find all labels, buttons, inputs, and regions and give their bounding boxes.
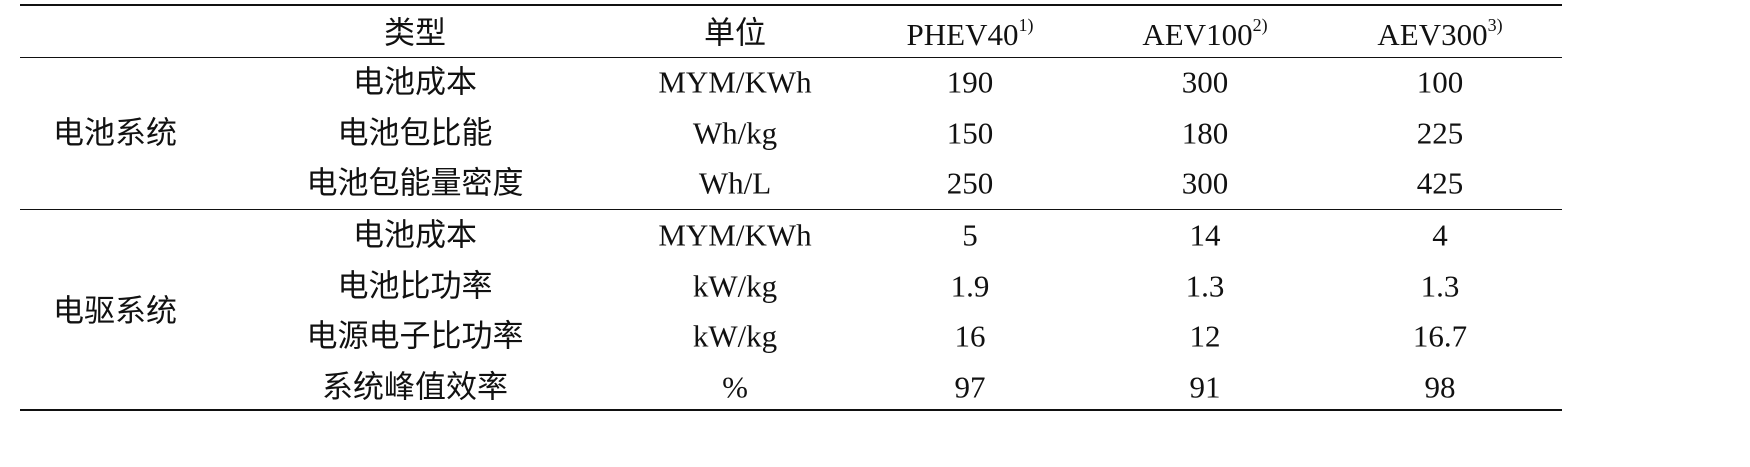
header-rule xyxy=(20,57,1562,58)
table-cell: 12 xyxy=(1189,318,1221,354)
table-cell: 16 xyxy=(954,318,986,354)
table-cell: 电池成本 xyxy=(353,64,477,100)
table-cell: 190 xyxy=(946,64,994,100)
table-cell: 98 xyxy=(1424,369,1456,404)
table-cell: 91 xyxy=(1189,369,1221,404)
table-cell: 5 xyxy=(962,217,978,253)
table-cell: 1.3 xyxy=(1185,268,1225,303)
table-cell: 250 xyxy=(946,165,994,201)
table-cell: 电池包能量密度 xyxy=(306,165,524,201)
table-cell: 180 xyxy=(1181,115,1229,150)
header-cell: PHEV401) xyxy=(907,16,1034,50)
table-cell: % xyxy=(722,369,748,404)
table-cell: 电池比功率 xyxy=(337,268,493,303)
top-rule xyxy=(20,4,1562,6)
table-cell: 300 xyxy=(1181,165,1229,201)
table-cell: kW/kg xyxy=(692,268,778,303)
table-cell: 150 xyxy=(946,115,994,150)
header-note: 2) xyxy=(1252,15,1268,35)
table-cell: 225 xyxy=(1416,115,1464,150)
table-cell: Wh/kg xyxy=(692,115,778,150)
table-cell: 16.7 xyxy=(1412,318,1468,354)
header-cell: 类型 xyxy=(384,18,446,49)
table-cell: 4 xyxy=(1432,217,1448,253)
table-cell: 1.3 xyxy=(1420,268,1460,303)
table-cell: MYM/KWh xyxy=(658,217,812,253)
group-label: 电驱系统 xyxy=(53,293,177,329)
header-text: 类型 xyxy=(384,15,446,51)
header-note: 3) xyxy=(1487,15,1503,35)
table-cell: 系统峰值效率 xyxy=(322,369,508,404)
bottom-rule xyxy=(20,409,1562,411)
group-rule xyxy=(20,209,1562,210)
table-cell: 电源电子比功率 xyxy=(306,318,524,354)
table-cell: MYM/KWh xyxy=(658,64,812,100)
table-cell: 14 xyxy=(1189,217,1221,253)
header-text: AEV100 xyxy=(1142,17,1253,52)
header-note: 1) xyxy=(1018,15,1034,35)
table-cell: 100 xyxy=(1416,64,1464,100)
table-cell: 电池包比能 xyxy=(337,115,493,150)
table-cell: Wh/L xyxy=(698,165,772,201)
table-cell: 425 xyxy=(1416,165,1464,201)
group-label: 电池系统 xyxy=(53,115,177,150)
table-cell: 97 xyxy=(954,369,986,404)
table-cell: 300 xyxy=(1181,64,1229,100)
header-text: PHEV40 xyxy=(906,17,1019,52)
table-cell: 电池成本 xyxy=(353,217,477,253)
table-cell: kW/kg xyxy=(692,318,778,354)
header-cell: AEV3003) xyxy=(1377,16,1502,50)
header-text: 单位 xyxy=(704,15,766,51)
header-cell: AEV1002) xyxy=(1142,16,1267,50)
table-cell: 1.9 xyxy=(950,268,990,303)
header-cell: 单位 xyxy=(704,18,766,49)
header-text: AEV300 xyxy=(1377,17,1488,52)
